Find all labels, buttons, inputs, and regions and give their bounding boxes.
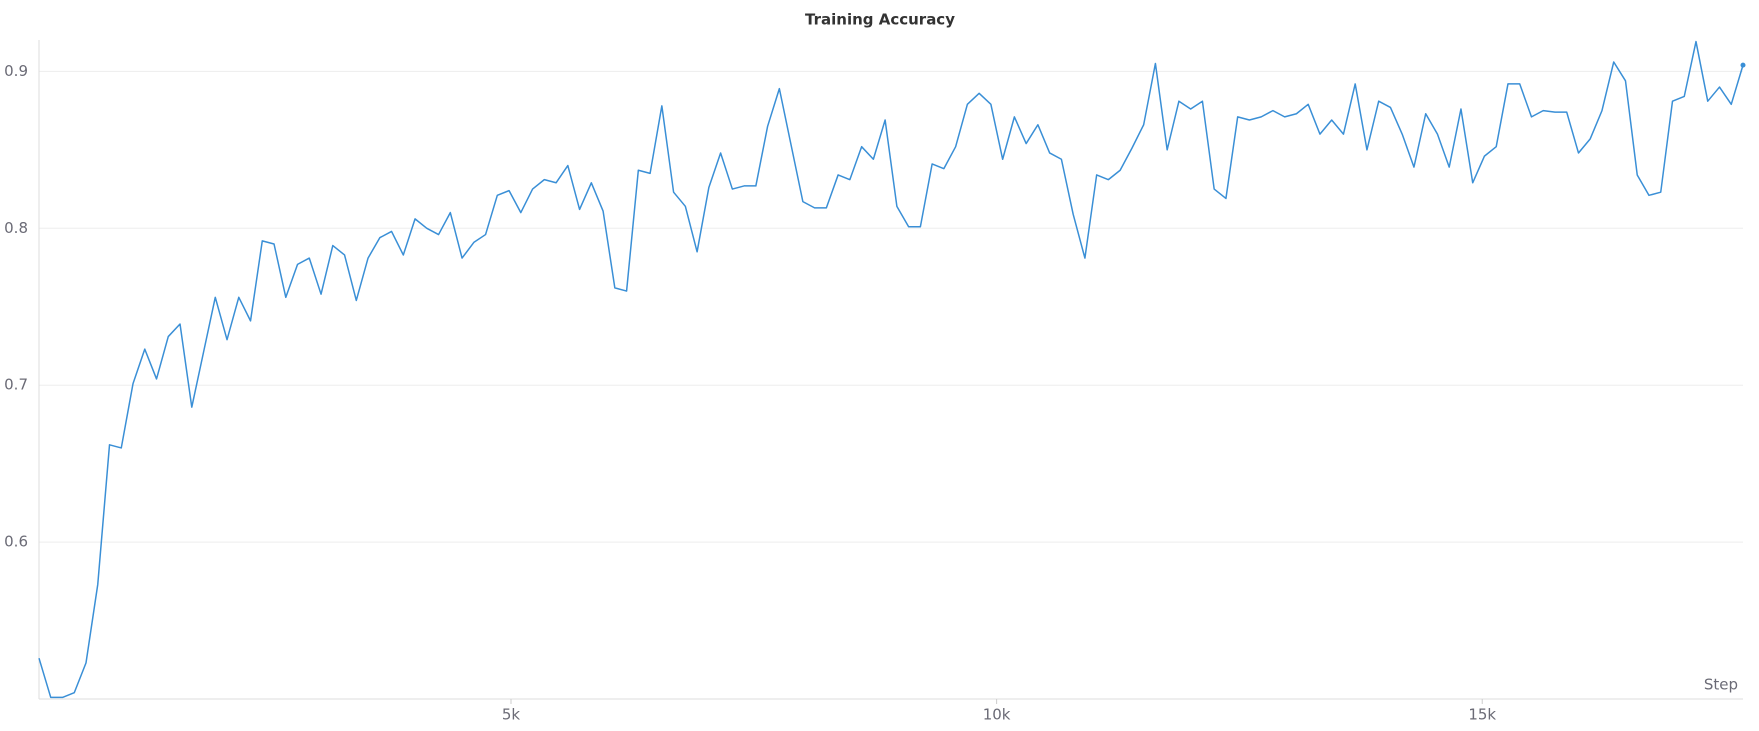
y-tick-label: 0.9 (4, 62, 28, 80)
x-tick-label: 5k (502, 706, 521, 724)
chart-title: Training Accuracy (805, 11, 955, 29)
y-tick-label: 0.7 (4, 376, 28, 394)
x-axis-label: Step (1704, 676, 1738, 694)
y-tick-label: 0.6 (4, 533, 28, 551)
y-tick-label: 0.8 (4, 219, 28, 237)
x-tick-label: 10k (983, 706, 1011, 724)
data-line (38, 40, 1744, 699)
x-tick-label: 15k (1468, 706, 1496, 724)
last-point (1740, 62, 1746, 68)
